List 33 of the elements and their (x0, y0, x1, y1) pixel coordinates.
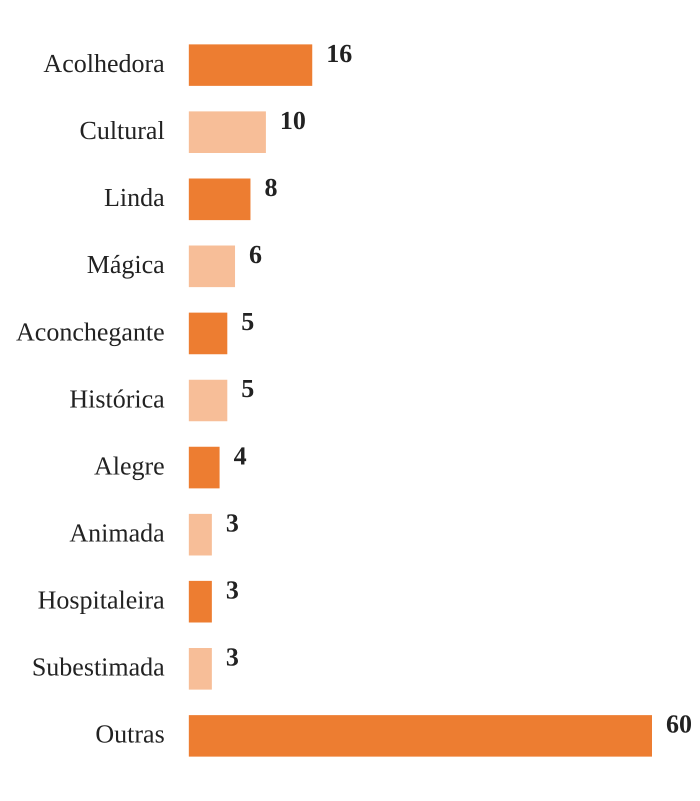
y-tick-label: Mágica (86, 250, 166, 280)
bar (188, 312, 228, 354)
y-tick-label: Subestimada (32, 652, 166, 682)
bar (188, 648, 212, 690)
data-label: 3 (226, 575, 239, 604)
data-label: 10 (280, 106, 306, 135)
y-tick-label: Acolhedora (43, 48, 166, 78)
y-tick-label: Alegre (94, 451, 165, 480)
bar (188, 111, 266, 153)
data-label: 5 (241, 374, 254, 404)
y-tick-label: Animada (69, 518, 166, 548)
y-tick-label: Linda (104, 183, 166, 212)
data-label: 60 (666, 710, 692, 739)
bar (188, 715, 652, 757)
bar (188, 246, 236, 288)
data-label: 3 (226, 642, 239, 672)
bar (188, 44, 312, 86)
bar (188, 178, 250, 220)
data-label: 3 (226, 508, 239, 538)
data-label: 6 (249, 240, 262, 270)
y-tick-label: Hospitaleira (38, 586, 166, 615)
data-label: 16 (326, 38, 352, 68)
y-tick-label: Histórica (69, 384, 166, 414)
bar (188, 446, 220, 488)
y-tick-label: Cultural (79, 116, 165, 146)
data-label: 5 (241, 307, 254, 336)
y-tick-label: Outras (95, 720, 165, 749)
y-tick-label: Aconchegante (16, 317, 165, 346)
data-label: 4 (234, 441, 247, 470)
bar (188, 580, 212, 623)
bar (188, 514, 212, 556)
bar (188, 380, 228, 422)
data-label: 8 (264, 173, 278, 202)
